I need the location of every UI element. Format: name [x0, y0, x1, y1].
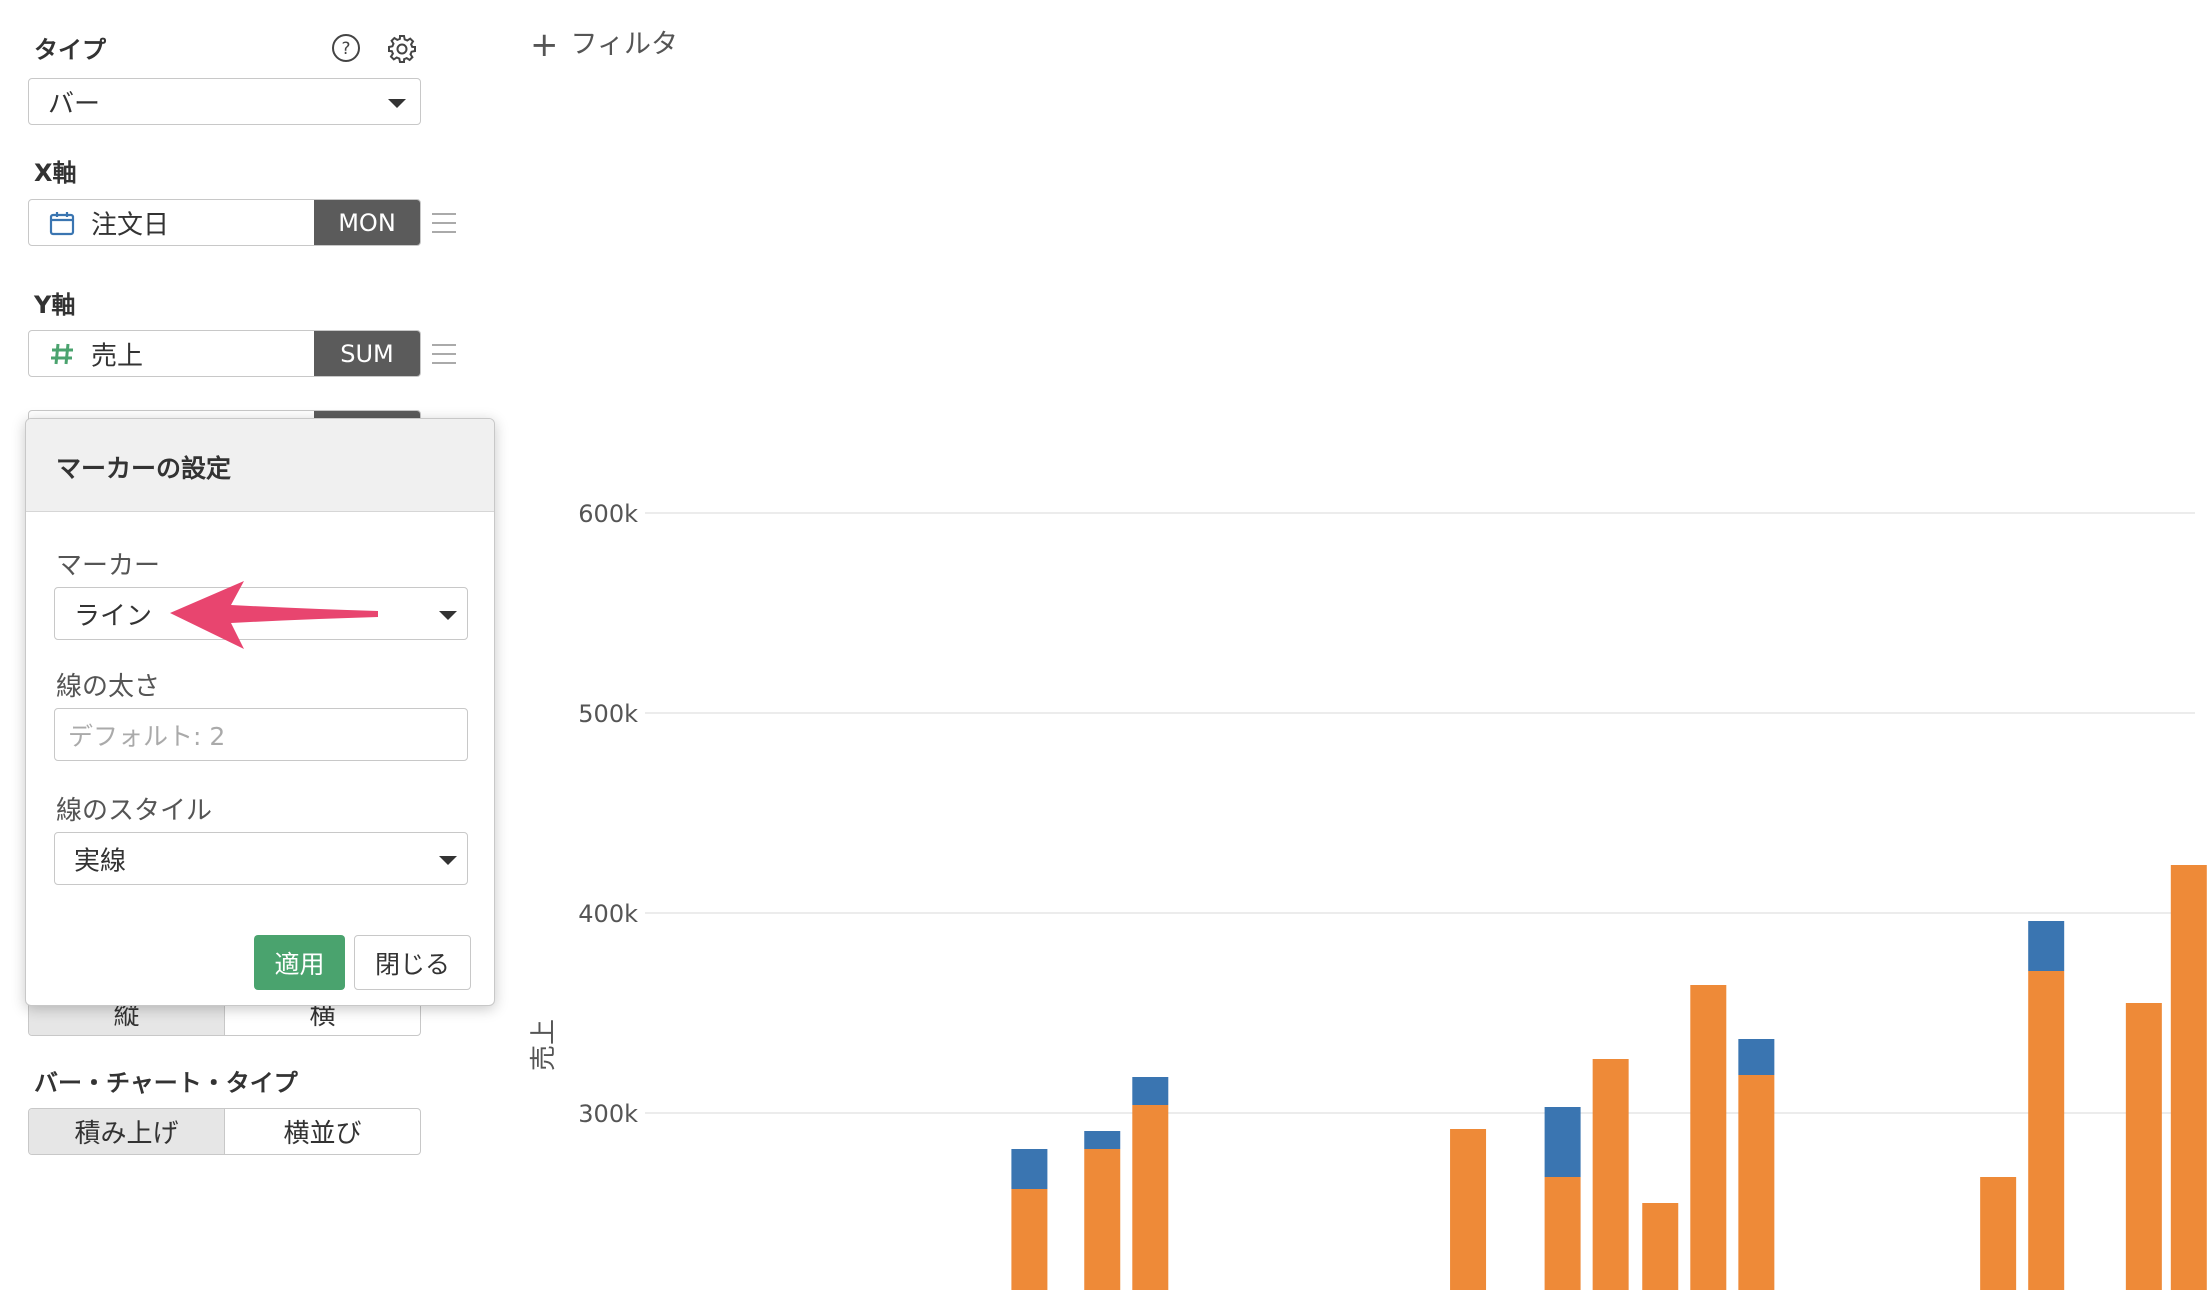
bar-segment-blue[interactable] [1011, 1149, 1048, 1189]
plus-icon: + [530, 25, 559, 65]
y-axis-field[interactable]: 売上 SUM [28, 330, 421, 377]
bar-segment-blue[interactable] [1738, 1039, 1775, 1075]
marker-settings-popover: マーカーの設定 マーカー ライン 線の太さ デフォルト: 2 線のスタイル 実線… [25, 418, 495, 1006]
calendar-icon [49, 211, 75, 235]
y-axis-aggregation-button[interactable]: SUM [314, 331, 420, 376]
x-axis-label: X軸 [34, 159, 77, 187]
popover-header: マーカーの設定 [26, 419, 494, 512]
y-tick-label: 300k [578, 1100, 638, 1128]
y-tick-label: 400k [578, 900, 638, 928]
line-width-input[interactable]: デフォルト: 2 [54, 708, 468, 761]
bar-segment-blue[interactable] [1544, 1107, 1581, 1177]
apply-button[interactable]: 適用 [254, 935, 345, 990]
line-style-value: 実線 [74, 846, 127, 876]
y-tick-label: 600k [578, 500, 638, 528]
x-axis-field-name: 注文日 [91, 210, 170, 240]
y-axis-menu-icon[interactable] [432, 344, 456, 364]
hash-icon [51, 343, 73, 364]
chevron-down-icon [439, 610, 457, 620]
bar-segment-blue[interactable] [2028, 921, 2065, 971]
bar-segment-orange[interactable] [1592, 1059, 1629, 1290]
add-filter-label: フィルタ [570, 29, 678, 60]
bar-segment-orange[interactable] [1642, 1203, 1679, 1290]
bar-chart-type-label: バー・チャート・タイプ [34, 1069, 298, 1097]
close-button[interactable]: 閉じる [354, 935, 471, 990]
bar-chart-type-toggle[interactable]: 積み上げ 横並び [28, 1108, 421, 1155]
bar-chart: 300k 400k 500k 600k 売上 [529, 500, 2207, 1290]
bar-segment-orange[interactable] [1738, 1075, 1775, 1290]
svg-text:?: ? [341, 39, 350, 59]
bar-segment-orange[interactable] [2125, 1003, 2162, 1290]
bar-segment-orange[interactable] [1690, 985, 1727, 1290]
bar-type-stacked[interactable]: 積み上げ [29, 1109, 225, 1154]
line-width-label: 線の太さ [56, 672, 161, 702]
bar-segment-orange[interactable] [1980, 1177, 2017, 1290]
y-axis-title: 売上 [529, 1019, 559, 1071]
bar-segment-orange[interactable] [1011, 1189, 1048, 1290]
annotation-arrow-icon [170, 581, 378, 649]
line-style-label: 線のスタイル [56, 796, 213, 826]
popover-title: マーカーの設定 [56, 454, 232, 483]
bar-segment-orange[interactable] [1544, 1177, 1581, 1290]
line-width-placeholder: デフォルト: 2 [68, 721, 226, 751]
y-tick-label: 500k [578, 700, 638, 728]
bar-segment-blue[interactable] [1084, 1131, 1121, 1149]
x-axis-menu-icon[interactable] [432, 213, 456, 233]
type-label: タイプ [34, 36, 106, 64]
gear-icon[interactable] [386, 33, 418, 65]
x-axis-field[interactable]: 注文日 MON [28, 199, 421, 246]
bar-segment-orange[interactable] [1132, 1105, 1169, 1290]
bar-segment-orange[interactable] [2028, 971, 2065, 1290]
chevron-down-icon [439, 855, 457, 865]
chevron-down-icon [388, 98, 406, 108]
line-style-select[interactable]: 実線 [54, 832, 468, 885]
y-axis-field-name: 売上 [91, 341, 144, 371]
bar-segment-orange[interactable] [1084, 1149, 1121, 1290]
y-axis-label: Y軸 [34, 291, 76, 319]
marker-label: マーカー [56, 551, 161, 581]
bar-segment-blue[interactable] [1132, 1077, 1169, 1105]
chart-type-select[interactable]: バー [28, 78, 421, 125]
add-filter-button[interactable]: + フィルタ [530, 22, 678, 65]
bar-type-side-by-side[interactable]: 横並び [283, 1119, 362, 1149]
marker-value: ライン [74, 601, 153, 631]
x-axis-aggregation-button[interactable]: MON [314, 200, 420, 245]
bar-segment-orange[interactable] [2170, 865, 2207, 1290]
help-icon[interactable]: ? [331, 33, 361, 63]
chart-type-value: バー [48, 89, 101, 119]
bar-segment-orange[interactable] [1450, 1129, 1487, 1290]
